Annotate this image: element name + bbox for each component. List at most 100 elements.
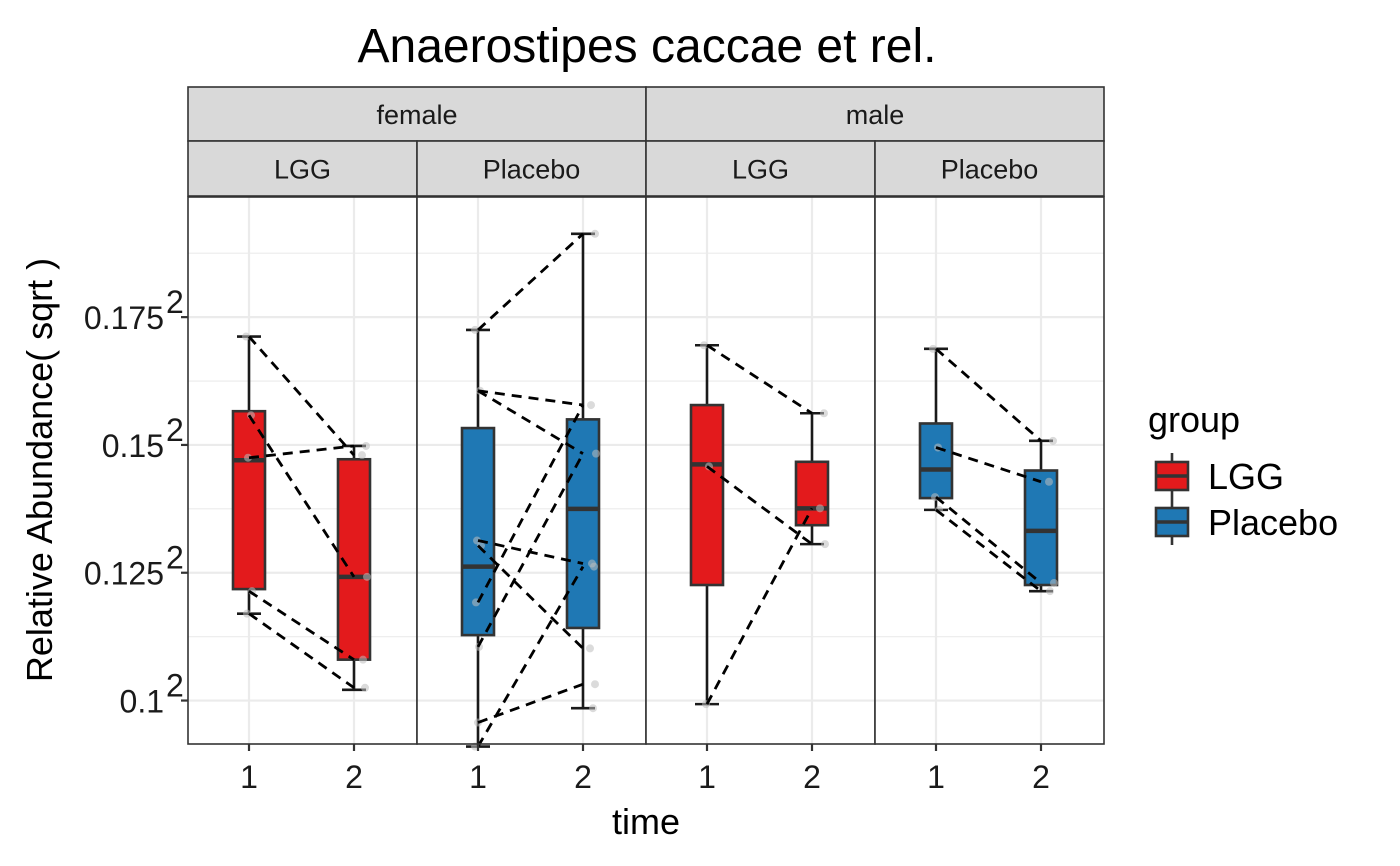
legend-label: LGG [1208, 456, 1284, 497]
data-point [586, 644, 594, 653]
chart-title: Anaerostipes caccae et rel. [358, 20, 937, 73]
facet-strip-label: female [376, 100, 457, 130]
y-tick-label: 0.125 [84, 556, 164, 592]
panel-female-lgg [187, 196, 418, 745]
facet-panels: female LGG Placebo male LGG Placebo [187, 86, 1105, 751]
data-point [1049, 436, 1057, 445]
data-point [1046, 587, 1054, 596]
box-iqr [689, 403, 725, 587]
data-point [363, 572, 371, 581]
legend-title: group [1148, 399, 1240, 440]
boxplot-time-2 [565, 232, 601, 710]
legend-item-lgg: LGG [1154, 453, 1284, 499]
paired-line [705, 507, 814, 705]
facet-substrip-lgg [187, 140, 418, 197]
data-point [816, 504, 824, 513]
y-tick-label: 0.175 [84, 300, 164, 336]
facet-substrip-label: Placebo [941, 155, 1039, 185]
y-tick-exponent: 2 [166, 412, 184, 448]
x-axis-title: time [612, 801, 680, 842]
facet-substrip-label: LGG [732, 155, 789, 185]
paired-line [476, 404, 585, 604]
panel-background [875, 197, 1104, 744]
paired-line [476, 565, 585, 748]
x-tick-label: 2 [803, 759, 821, 795]
box-iqr [231, 409, 267, 591]
paired-line [477, 544, 584, 650]
data-point [590, 562, 598, 571]
y-tick-label: 0.15 [102, 428, 164, 464]
data-point [700, 341, 708, 350]
panel-male-placebo [874, 196, 1105, 745]
paired-line [476, 452, 585, 648]
y-axis: 0.1 20.125 20.15 20.175 2 [84, 284, 188, 720]
data-point [587, 401, 595, 410]
panel-male-lgg [645, 196, 876, 745]
x-axis: 1 2 1 2 1 2 1 2 [240, 744, 1050, 795]
legend-label: Placebo [1208, 502, 1338, 543]
facet-strip-label: male [846, 100, 905, 130]
paired-line [935, 347, 1042, 442]
paired-line [247, 335, 356, 457]
paired-line [935, 508, 1042, 593]
x-tick-label: 2 [345, 759, 363, 795]
y-tick-exponent: 2 [166, 540, 184, 576]
data-point [358, 451, 366, 460]
panel-background [188, 197, 417, 744]
facet-substrip-placebo [874, 140, 1105, 197]
paired-line [248, 444, 355, 460]
paired-line [935, 495, 1042, 585]
boxplot-time-2 [336, 444, 372, 692]
data-point [362, 441, 370, 450]
facet-strip-male [645, 86, 1105, 142]
panel-background [646, 197, 875, 744]
data-point [1050, 578, 1058, 587]
facet-substrip-label: Placebo [483, 155, 581, 185]
legend-items: LGG Placebo [1154, 453, 1338, 545]
paired-line [935, 446, 1042, 484]
x-tick-label: 1 [698, 759, 716, 795]
y-axis-title: Relative Abundance( sqrt ) [19, 258, 60, 682]
facet-substrip-label: LGG [274, 155, 331, 185]
y-tick-label: 0.1 [120, 684, 164, 720]
data-point [591, 229, 599, 238]
facet-substrip-placebo [416, 140, 647, 197]
paired-line [477, 389, 584, 455]
legend-item-placebo: Placebo [1154, 499, 1338, 545]
data-point [821, 540, 829, 549]
panel-female-placebo [416, 196, 647, 751]
data-point [361, 683, 369, 692]
box-iqr [794, 460, 830, 527]
x-tick-label: 1 [469, 759, 487, 795]
data-point [592, 449, 600, 458]
data-point [359, 655, 367, 664]
x-tick-label: 2 [1032, 759, 1050, 795]
box-iqr [918, 422, 954, 500]
paired-line [248, 589, 355, 661]
data-point [591, 680, 599, 689]
y-tick-exponent: 2 [166, 284, 184, 320]
y-tick-exponent: 2 [166, 668, 184, 704]
x-tick-label: 1 [240, 759, 258, 795]
data-point [244, 453, 252, 462]
facet-substrip-lgg [645, 140, 876, 197]
paired-line [706, 465, 813, 546]
data-point [589, 704, 597, 713]
data-point [243, 609, 251, 618]
data-point [820, 409, 828, 418]
data-point [1045, 477, 1053, 486]
paired-line [706, 344, 813, 415]
paired-line [248, 612, 355, 689]
data-point [929, 344, 937, 353]
paired-line [477, 389, 584, 407]
data-point [471, 325, 479, 334]
legend: group LGG Placebo [1148, 399, 1338, 545]
box-iqr [1023, 469, 1059, 587]
x-tick-label: 2 [574, 759, 592, 795]
boxplot-time-1 [689, 343, 725, 706]
paired-line [477, 232, 584, 331]
paired-line [247, 414, 356, 578]
facet-strip-female [187, 86, 647, 142]
x-tick-label: 1 [927, 759, 945, 795]
